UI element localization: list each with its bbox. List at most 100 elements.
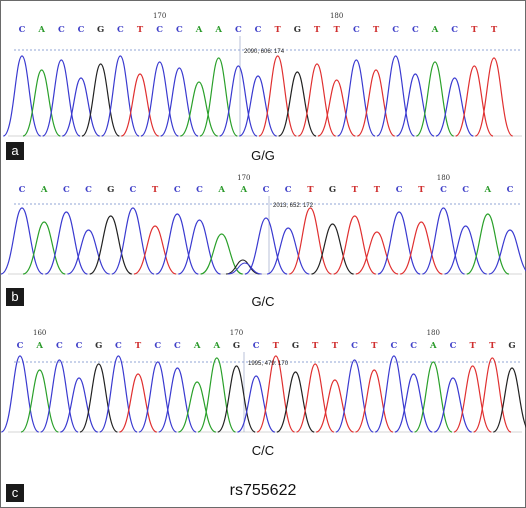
trace-peak-C: [377, 211, 421, 275]
trace-peak-T: [357, 69, 395, 137]
base-call: T: [332, 341, 339, 351]
trace-peak-A: [197, 357, 236, 433]
trace-peak-A: [466, 213, 510, 275]
trace-peak-C: [374, 355, 413, 433]
trace-peak-C: [396, 73, 435, 137]
trace-peak-C: [111, 207, 155, 275]
base-call: A: [40, 185, 48, 195]
base-call: C: [235, 25, 242, 35]
trace-peak-A: [20, 369, 59, 433]
trace-peak-G: [492, 367, 526, 433]
chromatogram-panel-c: C A C C G C T C C A A G C T G T T C T C C A C T T G 160 170 180 1995,…: [0, 322, 526, 508]
trace-peak-T: [258, 55, 297, 137]
base-call: T: [334, 25, 341, 35]
trace-peak-C: [335, 359, 374, 433]
base-call: T: [373, 25, 380, 35]
base-call: A: [217, 185, 225, 195]
trace-peak-C: [178, 219, 221, 275]
trace-peak-C: [376, 55, 415, 137]
base-call: C: [56, 341, 63, 351]
trace-peak-C: [158, 367, 197, 433]
trace-peak-T: [289, 207, 332, 275]
base-call: A: [429, 341, 437, 351]
base-call: G: [508, 341, 515, 351]
trace-peak-C: [138, 361, 177, 433]
snp-id-label: rs755622: [229, 482, 297, 499]
trace-peak-A: [178, 381, 217, 433]
base-call: C: [255, 25, 262, 35]
base-call: C: [462, 185, 469, 195]
peak-info-readout: 1995, 479: 170: [248, 361, 289, 367]
trace-peak-C: [40, 359, 79, 433]
trace-peak-G: [89, 215, 133, 275]
base-call: T: [275, 25, 282, 35]
trace-peak-C: [239, 75, 277, 137]
trace-peak-C: [435, 77, 474, 137]
trace-peak-C: [337, 59, 376, 137]
chromatogram-panel-a: C A C C G C T C C A A C C T G T T C T C C A C T T 170 180 2090, 606…: [0, 8, 526, 168]
base-call: T: [469, 341, 476, 351]
base-call: C: [440, 185, 447, 195]
trace-peak-C: [42, 59, 81, 137]
trace-peak-T: [296, 363, 335, 433]
sequence-position-label: 180: [427, 329, 440, 337]
base-call: T: [489, 341, 496, 351]
base-call: T: [491, 25, 498, 35]
trace-peak-C: [155, 213, 199, 275]
base-call: C: [396, 185, 403, 195]
base-call: C: [391, 341, 398, 351]
peak-info-readout: 2090, 606: 174: [244, 49, 285, 55]
panel-letter-a: a: [6, 142, 24, 160]
chromatogram-panel-b: C A C C G C T C C A A C C T G T T C T C C A C 170 180 2013, 652: …: [0, 170, 526, 320]
trace-peak-C: [227, 262, 262, 275]
trace-peak-T: [473, 357, 512, 433]
base-call: C: [17, 341, 24, 351]
base-call: G: [97, 25, 104, 35]
trace-peak-C: [237, 375, 276, 433]
trace-peak-C: [101, 55, 140, 137]
sequence-position-label: 170: [230, 329, 243, 337]
base-call: A: [431, 25, 439, 35]
base-call: T: [371, 341, 378, 351]
base-call: C: [196, 185, 203, 195]
trace-peak-T: [297, 63, 337, 137]
base-call: T: [273, 341, 280, 351]
trace-peak-G: [81, 63, 120, 137]
trace-peak-A: [200, 233, 243, 275]
trace-peak-T: [474, 57, 514, 137]
base-call: C: [85, 185, 92, 195]
trace-peak-A: [199, 57, 238, 137]
chromatogram-b: C A C C G C T C C A A C C T G T T C T C C A C 170 180 2013, 652: …: [0, 174, 526, 275]
trace-peak-T: [133, 225, 177, 275]
base-call: T: [152, 185, 159, 195]
sequence-position-label: 170: [153, 12, 166, 20]
base-call: C: [130, 185, 137, 195]
trace-peak-C: [394, 373, 433, 433]
sequence-position-label: 180: [437, 174, 450, 182]
trace-peak-T: [333, 215, 377, 275]
genotype-label-c: C/C: [251, 443, 275, 458]
trace-peak-T: [453, 365, 492, 433]
base-call: C: [115, 341, 122, 351]
sequence-position-label: 160: [33, 329, 46, 337]
base-call: A: [240, 185, 248, 195]
base-call: T: [418, 185, 425, 195]
peak-info-readout: 2013, 652: 172: [273, 203, 314, 209]
trace-peak-C: [488, 229, 526, 275]
base-call: C: [117, 25, 124, 35]
base-call: C: [63, 185, 70, 195]
trace-peak-T: [399, 221, 443, 275]
trace-peak-G: [79, 363, 118, 433]
trace-peak-A: [180, 81, 218, 137]
base-call: C: [392, 25, 399, 35]
base-call: T: [137, 25, 144, 35]
base-call: A: [193, 341, 201, 351]
base-call: A: [195, 25, 203, 35]
base-call: C: [58, 25, 65, 35]
base-call: T: [307, 185, 314, 195]
base-call: T: [135, 341, 142, 351]
base-call: A: [214, 25, 222, 35]
sequence-position-label: 180: [330, 12, 343, 20]
base-call: G: [107, 185, 114, 195]
base-call: C: [285, 185, 292, 195]
